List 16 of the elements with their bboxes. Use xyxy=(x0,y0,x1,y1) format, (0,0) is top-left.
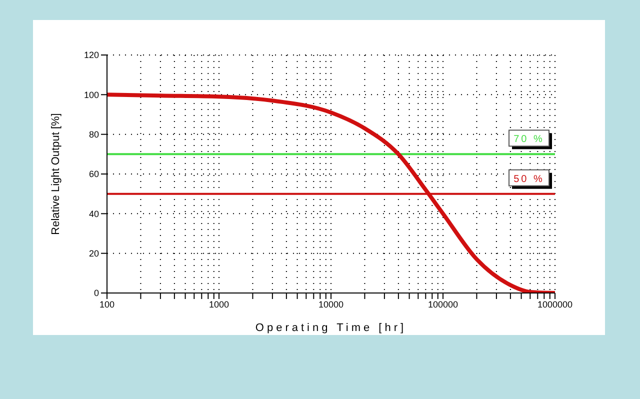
x-tick-label: 10000 xyxy=(318,299,344,310)
x-axis-title: Operating Time [hr] xyxy=(255,322,407,334)
x-tick-label: 100 xyxy=(99,299,115,310)
y-tick-label: 100 xyxy=(84,90,99,100)
y-axis-title: Relative Light Output [%] xyxy=(50,113,62,235)
ref-line-label: 50 % xyxy=(514,174,544,185)
x-tick-label: 1000 xyxy=(208,299,230,310)
y-tick-label: 0 xyxy=(94,288,99,298)
ref-line-label: 70 % xyxy=(514,134,544,146)
y-tick-label: 80 xyxy=(88,130,99,140)
y-tick-label: 40 xyxy=(88,208,99,219)
y-tick-label: 20 xyxy=(88,248,99,259)
x-tick-label: 1000000 xyxy=(537,299,573,310)
x-tick-label: 100000 xyxy=(428,299,458,310)
y-tick-label: 120 xyxy=(84,50,99,60)
y-tick-label: 60 xyxy=(88,169,99,180)
